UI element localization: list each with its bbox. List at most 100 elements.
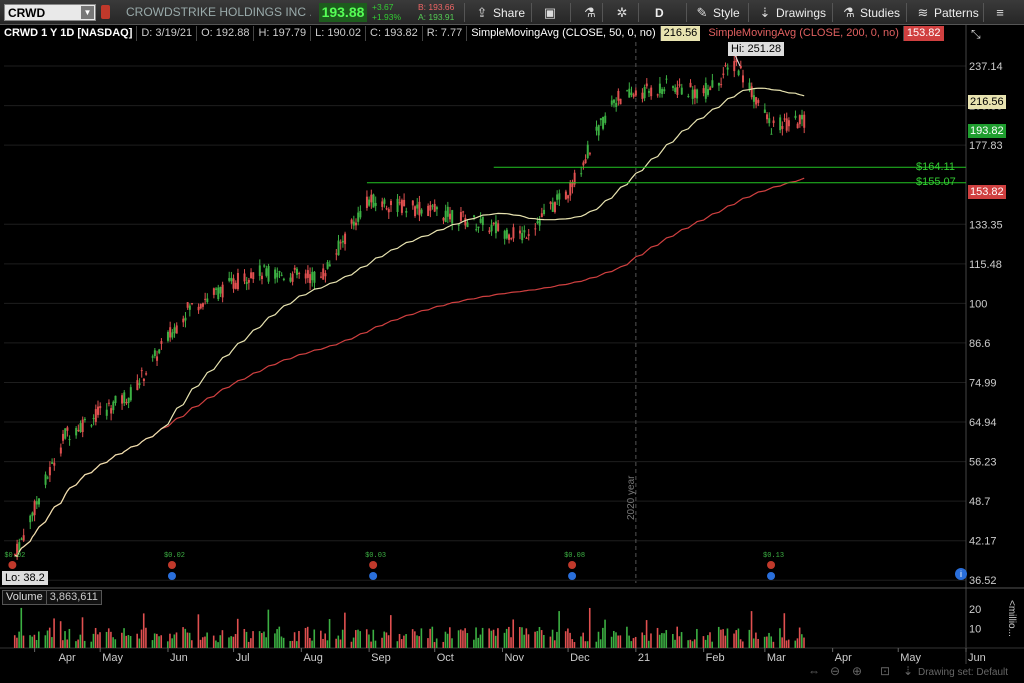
volume-bar (247, 641, 250, 648)
bottom-bar (0, 664, 1024, 683)
open-value: O: 192.88 (197, 26, 255, 41)
price-tick-label: 86.6 (969, 338, 990, 350)
sma200-label[interactable]: SimpleMovingAvg (CLOSE, 200, 0, no) (704, 26, 904, 41)
dividend-markers[interactable]: $0.02 $0.02 $0.03 $0.08 $0.13 (4, 552, 784, 580)
volume-bar (94, 627, 97, 648)
candle-body (733, 61, 736, 72)
horizontal-lines[interactable] (366, 54, 966, 184)
earnings-marker[interactable] (568, 561, 577, 569)
volume-bar (212, 635, 215, 648)
settings-button[interactable]: ✲ (610, 3, 634, 22)
candle-body (612, 99, 615, 103)
volume-bar (704, 639, 707, 648)
chevron-down-icon[interactable]: ▼ (81, 6, 94, 19)
candle-body (83, 418, 86, 421)
candle-body (757, 100, 760, 103)
candle-body (381, 201, 384, 207)
volume-bar (357, 629, 359, 648)
info-icon[interactable]: i (955, 568, 967, 580)
candle-body (97, 406, 100, 415)
candle-body (787, 120, 790, 127)
volume-bar (573, 642, 576, 648)
hline-label-1[interactable]: $164.11 (916, 161, 955, 173)
volume-bar (567, 628, 569, 648)
dividend-marker[interactable] (167, 572, 176, 580)
drawing-set-label[interactable]: Drawing set: Default (918, 667, 1009, 678)
candle-body (687, 96, 690, 98)
candle-body (44, 474, 47, 485)
flask-icon: ⚗ (843, 4, 855, 20)
volume-bar (276, 629, 278, 648)
earnings-marker[interactable] (369, 561, 378, 569)
more-button[interactable]: ≡ (988, 3, 1012, 22)
candle-body (125, 402, 128, 404)
time-tick-label: May (900, 652, 921, 664)
candle-body (293, 267, 296, 270)
drawings-button[interactable]: ⇣ Drawings (753, 3, 831, 22)
candle-body (339, 242, 342, 244)
volume-bar (215, 640, 217, 648)
candle-body (199, 304, 202, 309)
style-button[interactable]: ✎ Style (690, 3, 745, 22)
volume-bar (372, 629, 375, 648)
candle-body (62, 433, 65, 441)
candle-body (551, 202, 554, 212)
volume-bar (368, 634, 370, 648)
earnings-marker[interactable] (767, 561, 776, 569)
studies-button[interactable]: ⚗ Studies (837, 3, 905, 22)
volume-bar (359, 631, 361, 648)
time-tick-label: Apr (59, 652, 76, 664)
share-button[interactable]: ⇪ Share (470, 3, 530, 22)
candle-body (105, 409, 108, 416)
volume-bar (400, 639, 403, 648)
symbol-input[interactable]: CRWD ▼ (4, 4, 96, 21)
volume-title[interactable]: Volume (2, 590, 47, 605)
volume-bar (138, 638, 141, 648)
candle-body (462, 211, 465, 213)
patterns-button[interactable]: ≋ Patterns (911, 3, 984, 22)
volume-bar (449, 627, 451, 648)
candle-body (59, 447, 62, 454)
candle-body (197, 306, 200, 311)
flag-icon[interactable] (101, 5, 110, 19)
dividend-marker[interactable] (767, 572, 776, 580)
candle-body (173, 327, 176, 334)
dividend-marker[interactable] (369, 572, 378, 580)
zoom-in-icon[interactable]: ⊕ (852, 664, 863, 678)
candle-body (481, 216, 484, 226)
volume-bar (228, 637, 230, 648)
time-axis[interactable]: Apr May Jun Jul Aug Sep Oct Nov Dec 21 Feb Mar Apr Ma… (34, 648, 986, 664)
volume-bar (612, 630, 615, 648)
dividend-label: $0.03 (365, 552, 386, 560)
candle-body (232, 278, 235, 289)
volume-bar (534, 631, 536, 648)
candle-body (464, 218, 467, 226)
hline-label-2[interactable]: $155.07 (916, 176, 956, 188)
zoom-out-icon[interactable]: ⊖ (830, 664, 841, 678)
ask-value: A: 193.91 (418, 12, 455, 22)
dividend-marker[interactable] (568, 572, 577, 580)
price-tick-label: 100 (969, 298, 987, 310)
expand-icon[interactable]: ⤡ (971, 27, 981, 41)
sma50-label[interactable]: SimpleMovingAvg (CLOSE, 50, 0, no) (467, 26, 661, 41)
volume-bar (29, 635, 31, 648)
layout-button[interactable]: ▣ (538, 3, 562, 22)
volume-bar (518, 626, 521, 648)
volume-bar (779, 628, 781, 648)
aggregation-button[interactable]: D (650, 3, 669, 22)
candle-body (674, 87, 677, 93)
compare-button[interactable]: ⚗ (578, 3, 602, 22)
earnings-marker[interactable] (167, 561, 176, 569)
price-axis[interactable]: 237.14205.35177.83133.35115.4810086.674.… (969, 61, 1003, 587)
drawings-label: Drawings (776, 5, 827, 20)
separator (602, 3, 603, 22)
reset-zoom-icon[interactable]: ⊡ (880, 664, 891, 678)
earnings-marker[interactable] (8, 561, 17, 569)
candle-body (387, 209, 390, 213)
candle-body (215, 288, 218, 290)
candle-body (626, 90, 629, 92)
price-tick-label: 237.14 (969, 61, 1003, 73)
volume-bar (201, 637, 204, 648)
pan-icon[interactable]: ⇔ (808, 664, 820, 678)
